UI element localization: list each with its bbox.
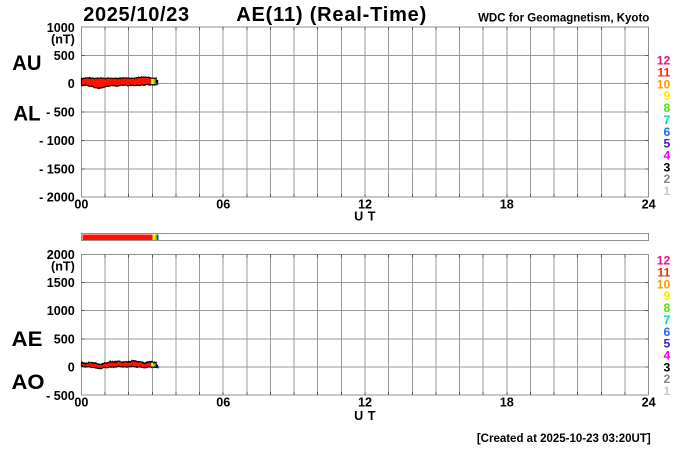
svg-text:4: 4 (664, 149, 671, 163)
svg-text:4: 4 (664, 349, 671, 363)
svg-text:- 1500: - 1500 (39, 162, 75, 176)
svg-text:9: 9 (664, 289, 671, 303)
svg-text:2000: 2000 (47, 248, 75, 262)
svg-text:12: 12 (358, 198, 372, 212)
svg-text:06: 06 (216, 198, 230, 212)
svg-text:9: 9 (664, 89, 671, 103)
svg-text:- 1000: - 1000 (39, 134, 75, 148)
svg-text:2: 2 (664, 372, 671, 386)
svg-text:1: 1 (664, 184, 671, 198)
svg-text:[Created at 2025-10-23 03:20UT: [Created at 2025-10-23 03:20UT] (477, 433, 651, 445)
svg-text:AU: AU (12, 51, 41, 75)
svg-text:18: 18 (500, 198, 514, 212)
svg-text:0: 0 (68, 361, 75, 375)
svg-text:8: 8 (664, 301, 671, 315)
svg-text:6: 6 (664, 125, 671, 139)
svg-text:11: 11 (657, 66, 670, 80)
svg-text:1: 1 (664, 384, 671, 398)
svg-text:500: 500 (54, 332, 75, 346)
svg-text:3: 3 (664, 160, 671, 174)
svg-text:0: 0 (68, 77, 75, 91)
svg-text:11: 11 (657, 266, 670, 280)
svg-text:- 500: - 500 (46, 389, 75, 403)
svg-text:1000: 1000 (47, 21, 75, 35)
svg-text:7: 7 (664, 313, 671, 327)
svg-text:- 2000: - 2000 (39, 191, 75, 205)
svg-text:AE: AE (12, 327, 43, 351)
svg-text:12: 12 (657, 54, 671, 68)
svg-text:(nT): (nT) (51, 260, 75, 274)
svg-text:AO: AO (12, 370, 45, 394)
svg-text:AL: AL (13, 102, 40, 126)
svg-text:10: 10 (657, 77, 671, 91)
svg-text:2025/10/23: 2025/10/23 (83, 4, 190, 26)
svg-text:00: 00 (74, 198, 88, 212)
svg-text:06: 06 (216, 396, 230, 410)
svg-text:- 500: - 500 (46, 106, 75, 120)
svg-text:3: 3 (664, 360, 671, 374)
svg-text:10: 10 (657, 277, 671, 291)
svg-text:7: 7 (664, 113, 671, 127)
svg-text:5: 5 (664, 137, 671, 151)
svg-text:U T: U T (354, 409, 376, 423)
svg-text:24: 24 (642, 198, 656, 212)
svg-text:500: 500 (54, 49, 75, 63)
svg-text:00: 00 (74, 396, 88, 410)
svg-text:24: 24 (642, 396, 656, 410)
svg-text:U T: U T (354, 209, 376, 223)
svg-text:5: 5 (664, 337, 671, 351)
svg-text:WDC for Geomagnetism, Kyoto: WDC for Geomagnetism, Kyoto (478, 13, 649, 25)
svg-text:8: 8 (664, 101, 671, 115)
svg-text:1500: 1500 (47, 276, 75, 290)
svg-text:2: 2 (664, 172, 671, 186)
svg-text:18: 18 (500, 396, 514, 410)
svg-text:(nT): (nT) (51, 33, 75, 47)
svg-text:6: 6 (664, 325, 671, 339)
svg-text:12: 12 (358, 396, 372, 410)
svg-text:AE(11) (Real-Time): AE(11) (Real-Time) (236, 4, 427, 26)
svg-text:12: 12 (657, 254, 671, 268)
svg-text:1000: 1000 (47, 304, 75, 318)
